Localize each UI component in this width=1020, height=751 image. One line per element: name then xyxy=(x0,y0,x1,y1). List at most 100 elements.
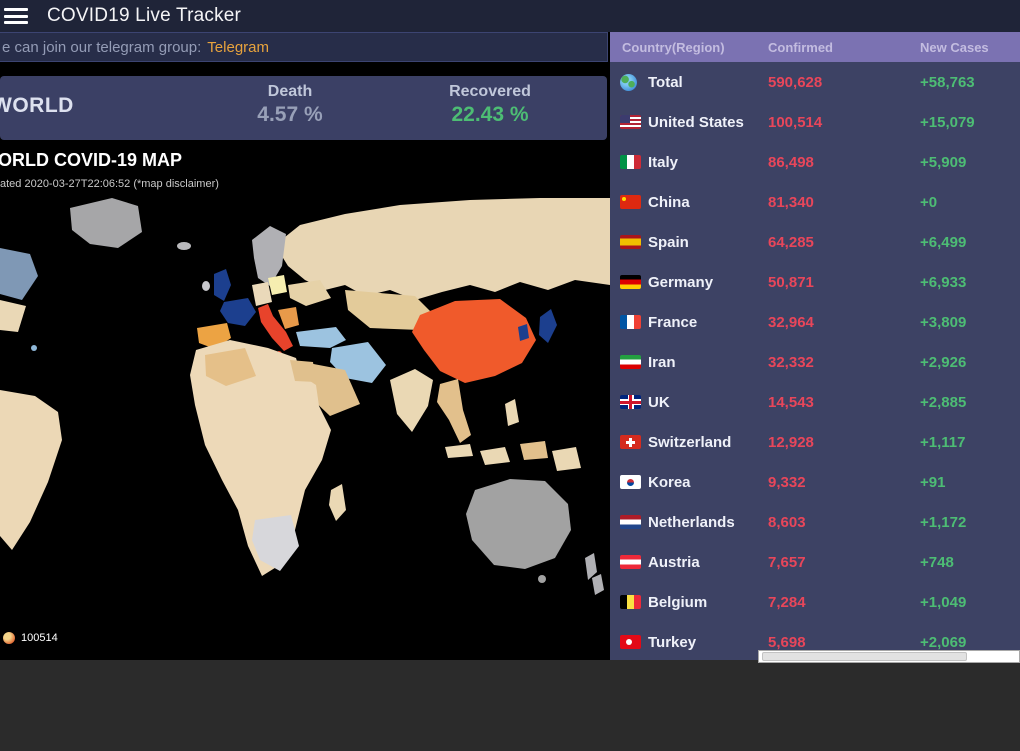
recovered-stat: Recovered 22.43 % xyxy=(415,83,565,127)
confirmed-count: 50,871 xyxy=(768,273,814,291)
table-row[interactable]: Switzerland 12,928 +1,117 xyxy=(610,422,1020,462)
map-country-indonesia xyxy=(445,444,473,458)
new-cases-count: +91 xyxy=(920,473,946,491)
country-name: Italy xyxy=(648,153,679,171)
flag-us-icon xyxy=(620,115,641,129)
table-row[interactable]: Netherlands 8,603 +1,172 xyxy=(610,502,1020,542)
top-navbar: COVID19 Live Tracker xyxy=(0,0,1020,32)
flag-korea-icon xyxy=(620,475,641,489)
table-row[interactable]: Belgium 7,284 +1,049 xyxy=(610,582,1020,622)
confirmed-count: 7,657 xyxy=(768,553,806,571)
confirmed-count: 7,284 xyxy=(768,593,806,611)
map-country-southeast-asia xyxy=(437,379,471,443)
confirmed-count: 12,928 xyxy=(768,433,814,451)
map-country-balkans xyxy=(278,307,299,329)
country-name: Austria xyxy=(648,553,700,571)
flag-china-icon xyxy=(620,195,641,209)
new-cases-count: +15,079 xyxy=(920,113,975,131)
table-row[interactable]: Total 590,628 +58,763 xyxy=(610,62,1020,102)
scale-gradient-icon xyxy=(3,632,15,644)
country-name: Iran xyxy=(648,353,676,371)
table-row[interactable]: United States 100,514 +15,079 xyxy=(610,102,1020,142)
hamburger-menu-icon[interactable] xyxy=(3,6,29,26)
app-title: COVID19 Live Tracker xyxy=(47,5,242,26)
country-name: China xyxy=(648,193,690,211)
map-updated-text: ated 2020-03-27T22:06:52 (*map disclaime… xyxy=(0,178,219,190)
confirmed-count: 8,603 xyxy=(768,513,806,531)
world-card-title: WORLD xyxy=(0,94,74,117)
table-row[interactable]: Korea 9,332 +91 xyxy=(610,462,1020,502)
recovered-label: Recovered xyxy=(449,83,531,100)
world-summary-card: WORLD Death 4.57 % Recovered 22.43 % xyxy=(0,76,607,140)
table-row[interactable]: Italy 86,498 +5,909 xyxy=(610,142,1020,182)
flag-iran-icon xyxy=(620,355,641,369)
map-country-new-zealand xyxy=(592,574,604,595)
map-country-russia xyxy=(275,198,610,300)
death-label: Death xyxy=(267,83,313,100)
flag-globe-icon xyxy=(620,73,637,91)
telegram-link[interactable]: Telegram xyxy=(207,38,269,56)
table-row[interactable]: Spain 64,285 +6,499 xyxy=(610,222,1020,262)
world-map[interactable] xyxy=(0,190,610,660)
map-country-new-zealand xyxy=(585,553,597,580)
map-country-tasmania xyxy=(538,575,546,583)
confirmed-count: 81,340 xyxy=(768,193,814,211)
table-row[interactable]: China 81,340 +0 xyxy=(610,182,1020,222)
table-row[interactable]: Germany 50,871 +6,933 xyxy=(610,262,1020,302)
map-country-north-america xyxy=(0,248,38,300)
map-country-south-america xyxy=(0,390,62,550)
confirmed-count: 9,332 xyxy=(768,473,806,491)
country-name: Switzerland xyxy=(648,433,732,451)
map-country-egypt xyxy=(290,360,316,382)
horizontal-scrollbar[interactable] xyxy=(758,650,1020,663)
country-name: Germany xyxy=(648,273,714,291)
death-value: 4.57 % xyxy=(257,103,323,126)
table-row[interactable]: Austria 7,657 +748 xyxy=(610,542,1020,582)
flag-france-icon xyxy=(620,315,641,329)
column-country[interactable]: Country(Region) xyxy=(622,39,725,55)
scrollbar-thumb[interactable] xyxy=(762,652,967,661)
map-country-mexico xyxy=(0,300,26,332)
table-header-row: Country(Region) Confirmed New Cases xyxy=(610,32,1020,62)
table-row[interactable]: Turkey 5,698 +2,069 xyxy=(610,622,1020,660)
map-country-iceland xyxy=(177,242,191,250)
flag-spain-icon xyxy=(620,235,641,249)
banner-text: e can join our telegram group: xyxy=(2,38,202,56)
map-country-india xyxy=(390,369,433,432)
map-country-japan xyxy=(539,309,557,343)
left-panel: e can join our telegram group: Telegram … xyxy=(0,32,610,660)
country-name: Netherlands xyxy=(648,513,735,531)
table-row[interactable]: Iran 32,332 +2,926 xyxy=(610,342,1020,382)
table-row[interactable]: France 32,964 +3,809 xyxy=(610,302,1020,342)
map-country-ireland xyxy=(202,281,210,291)
map-country-korea xyxy=(518,324,529,341)
map-country-scandinavia xyxy=(252,226,286,286)
map-country-algeria xyxy=(205,348,256,386)
new-cases-count: +6,499 xyxy=(920,233,967,251)
table-row[interactable]: UK 14,543 +2,885 xyxy=(610,382,1020,422)
map-country-indonesia xyxy=(520,441,548,460)
confirmed-count: 14,543 xyxy=(768,393,814,411)
confirmed-count: 32,332 xyxy=(768,353,814,371)
map-scale-legend: 100514 xyxy=(3,632,58,644)
new-cases-count: +1,117 xyxy=(920,433,966,451)
new-cases-count: +1,172 xyxy=(920,513,967,531)
new-cases-count: +58,763 xyxy=(920,73,975,91)
column-confirmed[interactable]: Confirmed xyxy=(768,39,833,55)
map-country-china xyxy=(412,299,536,383)
map-country-poland xyxy=(268,275,287,295)
death-stat: Death 4.57 % xyxy=(225,83,355,127)
country-name: Korea xyxy=(648,473,691,491)
new-cases-count: +748 xyxy=(920,553,954,571)
country-table: Country(Region) Confirmed New Cases Tota… xyxy=(610,32,1020,660)
map-country-africa xyxy=(190,340,331,576)
new-cases-count: +1,049 xyxy=(920,593,967,611)
country-name: Belgium xyxy=(648,593,708,611)
map-country-philippines xyxy=(505,399,519,426)
column-new-cases[interactable]: New Cases xyxy=(920,39,989,55)
confirmed-count: 5,698 xyxy=(768,633,806,651)
map-country-australia xyxy=(466,479,571,569)
map-country-new-guinea xyxy=(552,447,581,471)
new-cases-count: +0 xyxy=(920,193,938,211)
